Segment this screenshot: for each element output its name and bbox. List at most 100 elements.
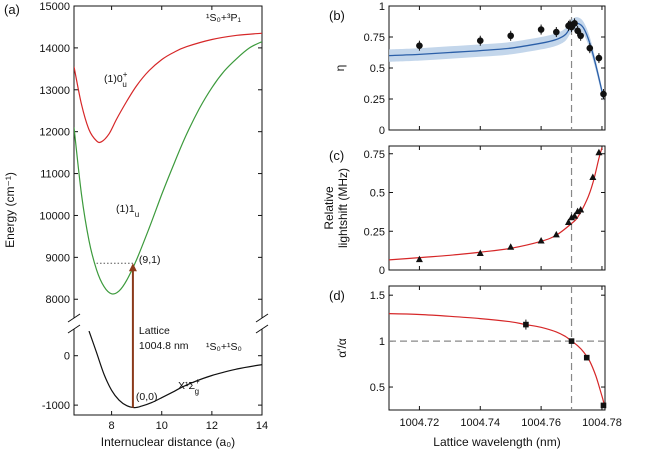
label-1u-sub: u xyxy=(135,210,139,219)
panel-a-xtick-label: 12 xyxy=(206,420,218,432)
label-x1-sigma-g: X¹Σ+ g xyxy=(178,377,200,396)
panel-b-point xyxy=(416,42,423,49)
panel-a-xtick-label: 10 xyxy=(156,420,168,432)
panel-d-xtick-label: 1004.74 xyxy=(460,417,500,429)
panel-b-point xyxy=(476,37,484,45)
panel-c-point xyxy=(589,173,597,180)
label-0u-plus: (1)0+ u xyxy=(104,70,128,89)
panel-c-point xyxy=(476,249,484,256)
panel-d-xlabel: Lattice wavelength (nm) xyxy=(433,435,560,449)
panel-a-ytick-label: 10000 xyxy=(39,210,70,222)
panel-b-point xyxy=(537,26,545,33)
panel-b-ytick-label: 0.25 xyxy=(364,94,385,106)
label-1u: (1)1u xyxy=(116,203,139,219)
panel-b-point xyxy=(553,28,560,36)
panel-d-point xyxy=(568,338,575,344)
asymptote-lower-label: ¹S₀+¹S₀ xyxy=(206,341,242,353)
panel-c-point xyxy=(507,243,515,250)
panel-c-ytick-label: 0 xyxy=(379,265,385,277)
panel-a-break-mark-left-upper xyxy=(67,313,81,323)
panel-d-xtick-label: 1004.72 xyxy=(400,417,440,429)
annotation-0-0: (0,0) xyxy=(136,391,158,403)
panel-c-point xyxy=(552,230,560,238)
panel-b-point xyxy=(507,32,514,40)
panel-a-ytick-label: 8000 xyxy=(46,294,70,306)
panel-b-point xyxy=(600,90,607,98)
label-0u-plus-main: (1)0 xyxy=(104,73,123,85)
panel-a-ytick-label: 9000 xyxy=(46,252,70,264)
panel-a-axis-break-gap xyxy=(66,318,270,329)
panel-c-ytick-label: 0.5 xyxy=(370,188,385,200)
label-0u-plus-sup: + xyxy=(123,70,128,79)
panel-b-ylabel: η xyxy=(333,65,347,72)
panel-a-ytick-label: 12000 xyxy=(39,127,70,139)
panel-c-ytick-label: 0.75 xyxy=(364,149,385,161)
lattice-label-line2: 1004.8 nm xyxy=(139,340,189,352)
panel-d-point xyxy=(583,354,590,361)
panel-d-xtick-label: 1004.78 xyxy=(582,417,622,429)
panel-c-label: (c) xyxy=(329,148,344,163)
label-x1-sigma-g-sub: g xyxy=(195,387,199,396)
annotation-9-1: (9,1) xyxy=(139,254,161,266)
panel-a-xtick-label: 14 xyxy=(256,420,268,432)
panel-a-ytick-label: 11000 xyxy=(40,169,70,181)
curve-0u-plus xyxy=(74,32,262,144)
panel-d-ytick-label: 1.5 xyxy=(370,290,385,302)
panel-d-ylabel: α'/α xyxy=(335,338,349,358)
panel-b-ytick-label: 0.5 xyxy=(370,63,385,75)
panel-a-xtick-label: 8 xyxy=(109,420,115,432)
panel-c-ylabel-line2: lightshift (MHz) xyxy=(336,168,350,248)
panel-a-break-mark-right-upper xyxy=(255,313,269,323)
panel-d-ytick-label: 0.5 xyxy=(370,382,385,394)
panel-d-point xyxy=(523,321,529,328)
panel-b-ytick-label: 0.75 xyxy=(364,32,385,44)
panel-a-label: (a) xyxy=(4,2,20,17)
panel-b-point xyxy=(586,44,594,52)
lattice-arrow-head xyxy=(128,263,137,272)
panel-c-fit-line xyxy=(388,147,603,261)
panel-a-break-mark-right-lower xyxy=(255,324,269,334)
panel-c-ylabel-line1: Relative xyxy=(322,186,336,230)
panel-d-fit-line xyxy=(388,313,606,408)
panel-c-ytick-label: 0.25 xyxy=(364,226,385,238)
panel-c-point xyxy=(595,148,603,156)
panel-a-frame xyxy=(73,5,263,416)
panel-b-model-band xyxy=(389,17,604,102)
panel-a-ytick-label: -1000 xyxy=(42,400,70,412)
panel-d-xtick-label: 1004.76 xyxy=(521,417,561,429)
panel-c-point xyxy=(577,206,585,213)
panel-b-point xyxy=(577,32,584,40)
panel-a-ytick-label: 13000 xyxy=(39,85,70,97)
panel-a-xlabel: Internuclear distance (a₀) xyxy=(101,435,235,449)
panel-d-label: (d) xyxy=(329,288,345,303)
panel-b-point xyxy=(595,54,603,62)
panel-d-ytick-label: 1 xyxy=(379,336,385,348)
panel-a-ytick-label: 15000 xyxy=(39,1,70,13)
label-x1-sigma-g-main: X¹Σ xyxy=(178,380,196,392)
label-1u-main: (1)1 xyxy=(116,203,135,215)
label-0u-plus-sub: u xyxy=(122,80,126,89)
panel-b-ytick-label: 0 xyxy=(379,125,385,137)
panel-a-ytick-label: 14000 xyxy=(39,43,70,55)
panel-b-point xyxy=(574,27,581,35)
curve-x1-sigma-g xyxy=(88,331,262,409)
panel-c-point xyxy=(537,237,545,244)
panel-c-point xyxy=(415,255,423,263)
panel-d-frame xyxy=(388,285,606,411)
panel-b-point xyxy=(571,20,578,27)
panel-b-model-line xyxy=(388,22,605,98)
panel-a-ytick-label: 0 xyxy=(64,351,70,363)
panel-d-point xyxy=(600,402,607,409)
panel-b-ytick-label: 1 xyxy=(379,1,385,13)
panel-c-frame xyxy=(388,145,606,271)
panel-c-point xyxy=(571,212,579,219)
asymptote-upper-label: ¹S₀+³P₁ xyxy=(206,12,241,24)
panel-a-ylabel: Energy (cm⁻¹) xyxy=(3,172,17,248)
label-x1-sigma-g-sup: + xyxy=(195,377,200,386)
panel-c-point xyxy=(564,218,572,225)
panel-b-label: (b) xyxy=(329,8,345,23)
lattice-label-line1: Lattice xyxy=(139,325,170,337)
curve-1u xyxy=(74,41,262,295)
panel-a-break-mark-left-lower xyxy=(67,324,81,334)
